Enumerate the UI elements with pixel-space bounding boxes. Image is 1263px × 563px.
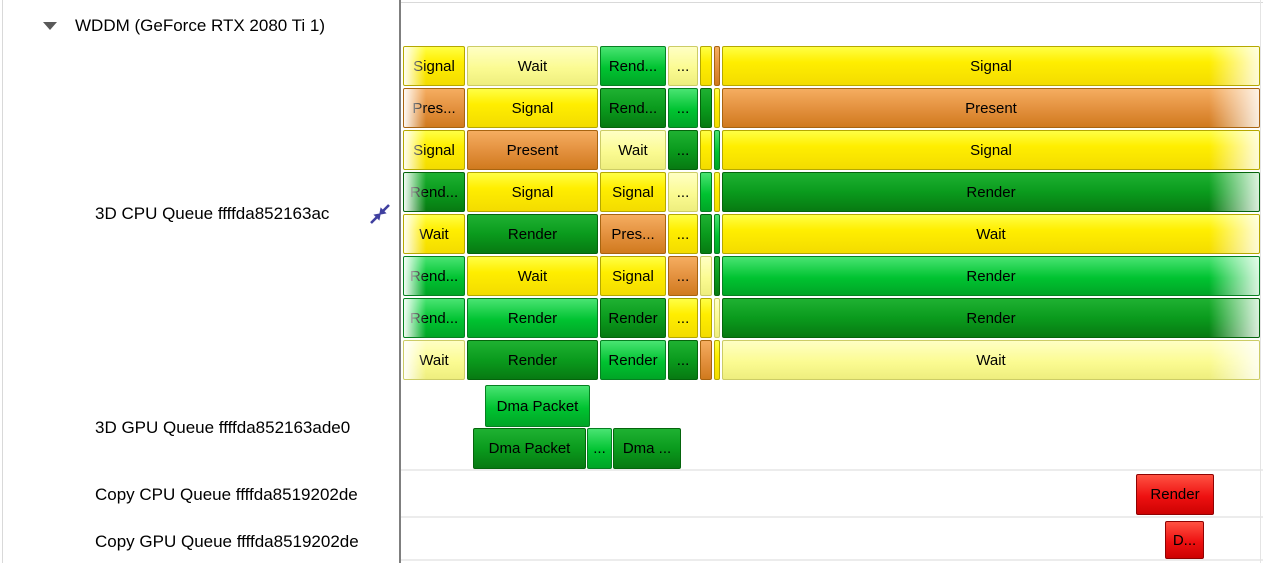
timeline-block-render[interactable]: Render: [600, 298, 666, 338]
timeline-block-sliver[interactable]: [714, 46, 720, 86]
timeline-block-signal[interactable]: Signal: [467, 172, 598, 212]
timeline-block-wait[interactable]: Wait: [722, 214, 1260, 254]
timeline-block-sliver[interactable]: [714, 130, 720, 170]
timeline-block-render[interactable]: Render: [467, 340, 598, 380]
timeline-block-pres[interactable]: Pres...: [600, 214, 666, 254]
timeline-block-sliver[interactable]: [714, 340, 720, 380]
timeline-block-sliver[interactable]: [714, 214, 720, 254]
timeline-block-render[interactable]: Render: [1136, 474, 1214, 515]
timeline-block-sliver[interactable]: [714, 256, 720, 296]
row-separator-copy-gpu: [401, 559, 1263, 561]
sidebar-timeline-divider: [399, 0, 401, 563]
collapse-row-icon[interactable]: [368, 202, 392, 226]
timeline-block-dmapacket[interactable]: Dma Packet: [473, 428, 586, 469]
row-separator-gpu-queue: [401, 469, 1263, 471]
timeline-block-dmapacket[interactable]: Dma Packet: [485, 385, 590, 427]
timeline-block-render[interactable]: Render: [467, 214, 598, 254]
timeline-block-pres[interactable]: Pres...: [403, 88, 465, 128]
timeline-block-wait[interactable]: Wait: [467, 256, 598, 296]
timeline-block-[interactable]: ...: [668, 46, 698, 86]
timeline-block-sliver[interactable]: [700, 214, 712, 254]
timeline-top-border: [401, 2, 1263, 3]
timeline-block-sliver[interactable]: [714, 88, 720, 128]
timeline-block-[interactable]: ...: [668, 214, 698, 254]
timeline-block-rend[interactable]: Rend...: [600, 88, 666, 128]
row-separator-copy-cpu: [401, 516, 1263, 518]
gpu-node-label: WDDM (GeForce RTX 2080 Ti 1): [75, 16, 326, 35]
timeline-block-render[interactable]: Render: [600, 340, 666, 380]
timeline-block-[interactable]: ...: [668, 172, 698, 212]
sidebar-item-copy-gpu-queue: Copy GPU Queue ffffda8519202de: [95, 532, 359, 551]
timeline-block-sliver[interactable]: [700, 46, 712, 86]
timeline-block-signal[interactable]: Signal: [722, 130, 1260, 170]
timeline-block-rend[interactable]: Rend...: [600, 46, 666, 86]
timeline-block-dma[interactable]: Dma ...: [613, 428, 681, 469]
timeline-block-wait[interactable]: Wait: [467, 46, 598, 86]
timeline-block-sliver[interactable]: [714, 298, 720, 338]
expander-triangle-icon[interactable]: [43, 22, 57, 30]
timeline-block-rend[interactable]: Rend...: [403, 172, 465, 212]
timeline-block-[interactable]: ...: [668, 340, 698, 380]
sidebar: WDDM (GeForce RTX 2080 Ti 1) 3D CPU Queu…: [0, 0, 399, 563]
timeline-block-[interactable]: ...: [668, 88, 698, 128]
timeline-block-wait[interactable]: Wait: [403, 340, 465, 380]
timeline-block-d[interactable]: D...: [1165, 521, 1204, 559]
timeline-block-render[interactable]: Render: [722, 172, 1260, 212]
timeline-block-sliver[interactable]: [700, 88, 712, 128]
timeline-block-render[interactable]: Render: [722, 256, 1260, 296]
timeline-block-signal[interactable]: Signal: [722, 46, 1260, 86]
timeline-block-present[interactable]: Present: [722, 88, 1260, 128]
timeline-block-signal[interactable]: Signal: [403, 46, 465, 86]
timeline-block-sliver[interactable]: [700, 172, 712, 212]
timeline-block-[interactable]: ...: [668, 130, 698, 170]
sidebar-item-3d-cpu-queue: 3D CPU Queue ffffda852163ac: [95, 204, 330, 223]
window-left-border: [2, 0, 3, 563]
timeline-block-rend[interactable]: Rend...: [403, 256, 465, 296]
timeline-block-present[interactable]: Present: [467, 130, 598, 170]
timeline-block-wait[interactable]: Wait: [403, 214, 465, 254]
timeline-block-sliver[interactable]: [714, 172, 720, 212]
timeline-block-wait[interactable]: Wait: [722, 340, 1260, 380]
timeline-block-signal[interactable]: Signal: [403, 130, 465, 170]
timeline-block-render[interactable]: Render: [722, 298, 1260, 338]
timeline-block-sliver[interactable]: [700, 256, 712, 296]
timeline-block-sliver[interactable]: [700, 298, 712, 338]
timeline-block-signal[interactable]: Signal: [600, 172, 666, 212]
sidebar-item-copy-cpu-queue: Copy CPU Queue ffffda8519202de: [95, 485, 358, 504]
timeline-block-[interactable]: ...: [668, 298, 698, 338]
timeline-block-signal[interactable]: Signal: [467, 88, 598, 128]
timeline-block-signal[interactable]: Signal: [600, 256, 666, 296]
timeline-block-render[interactable]: Render: [467, 298, 598, 338]
timeline-block-sliver[interactable]: [700, 340, 712, 380]
timeline-block-[interactable]: ...: [587, 428, 612, 469]
timeline-block-sliver[interactable]: [700, 130, 712, 170]
sidebar-item-3d-gpu-queue: 3D GPU Queue ffffda852163ade0: [95, 418, 351, 437]
timeline-block-rend[interactable]: Rend...: [403, 298, 465, 338]
window-right-border: [1260, 0, 1261, 563]
timeline-block-[interactable]: ...: [668, 256, 698, 296]
timeline-block-wait[interactable]: Wait: [600, 130, 666, 170]
